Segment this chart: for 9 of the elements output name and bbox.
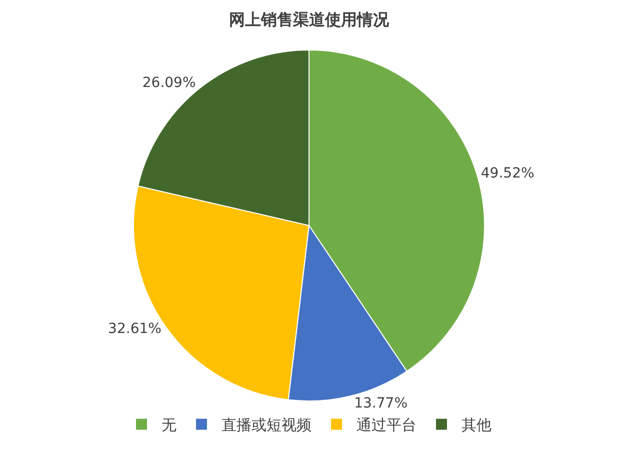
legend-label: 直播或短视频 xyxy=(222,416,312,434)
data-label: 13.77% xyxy=(354,396,408,412)
data-label: 26.09% xyxy=(142,75,196,92)
data-label: 49.52% xyxy=(480,166,534,182)
data-label: 32.61% xyxy=(108,321,162,338)
legend-label: 无 xyxy=(162,416,176,434)
legend-label: 其他 xyxy=(462,416,492,434)
legend-label: 通过平台 xyxy=(356,416,416,434)
chart-title: 网上销售渠道使用情况 xyxy=(229,10,390,29)
